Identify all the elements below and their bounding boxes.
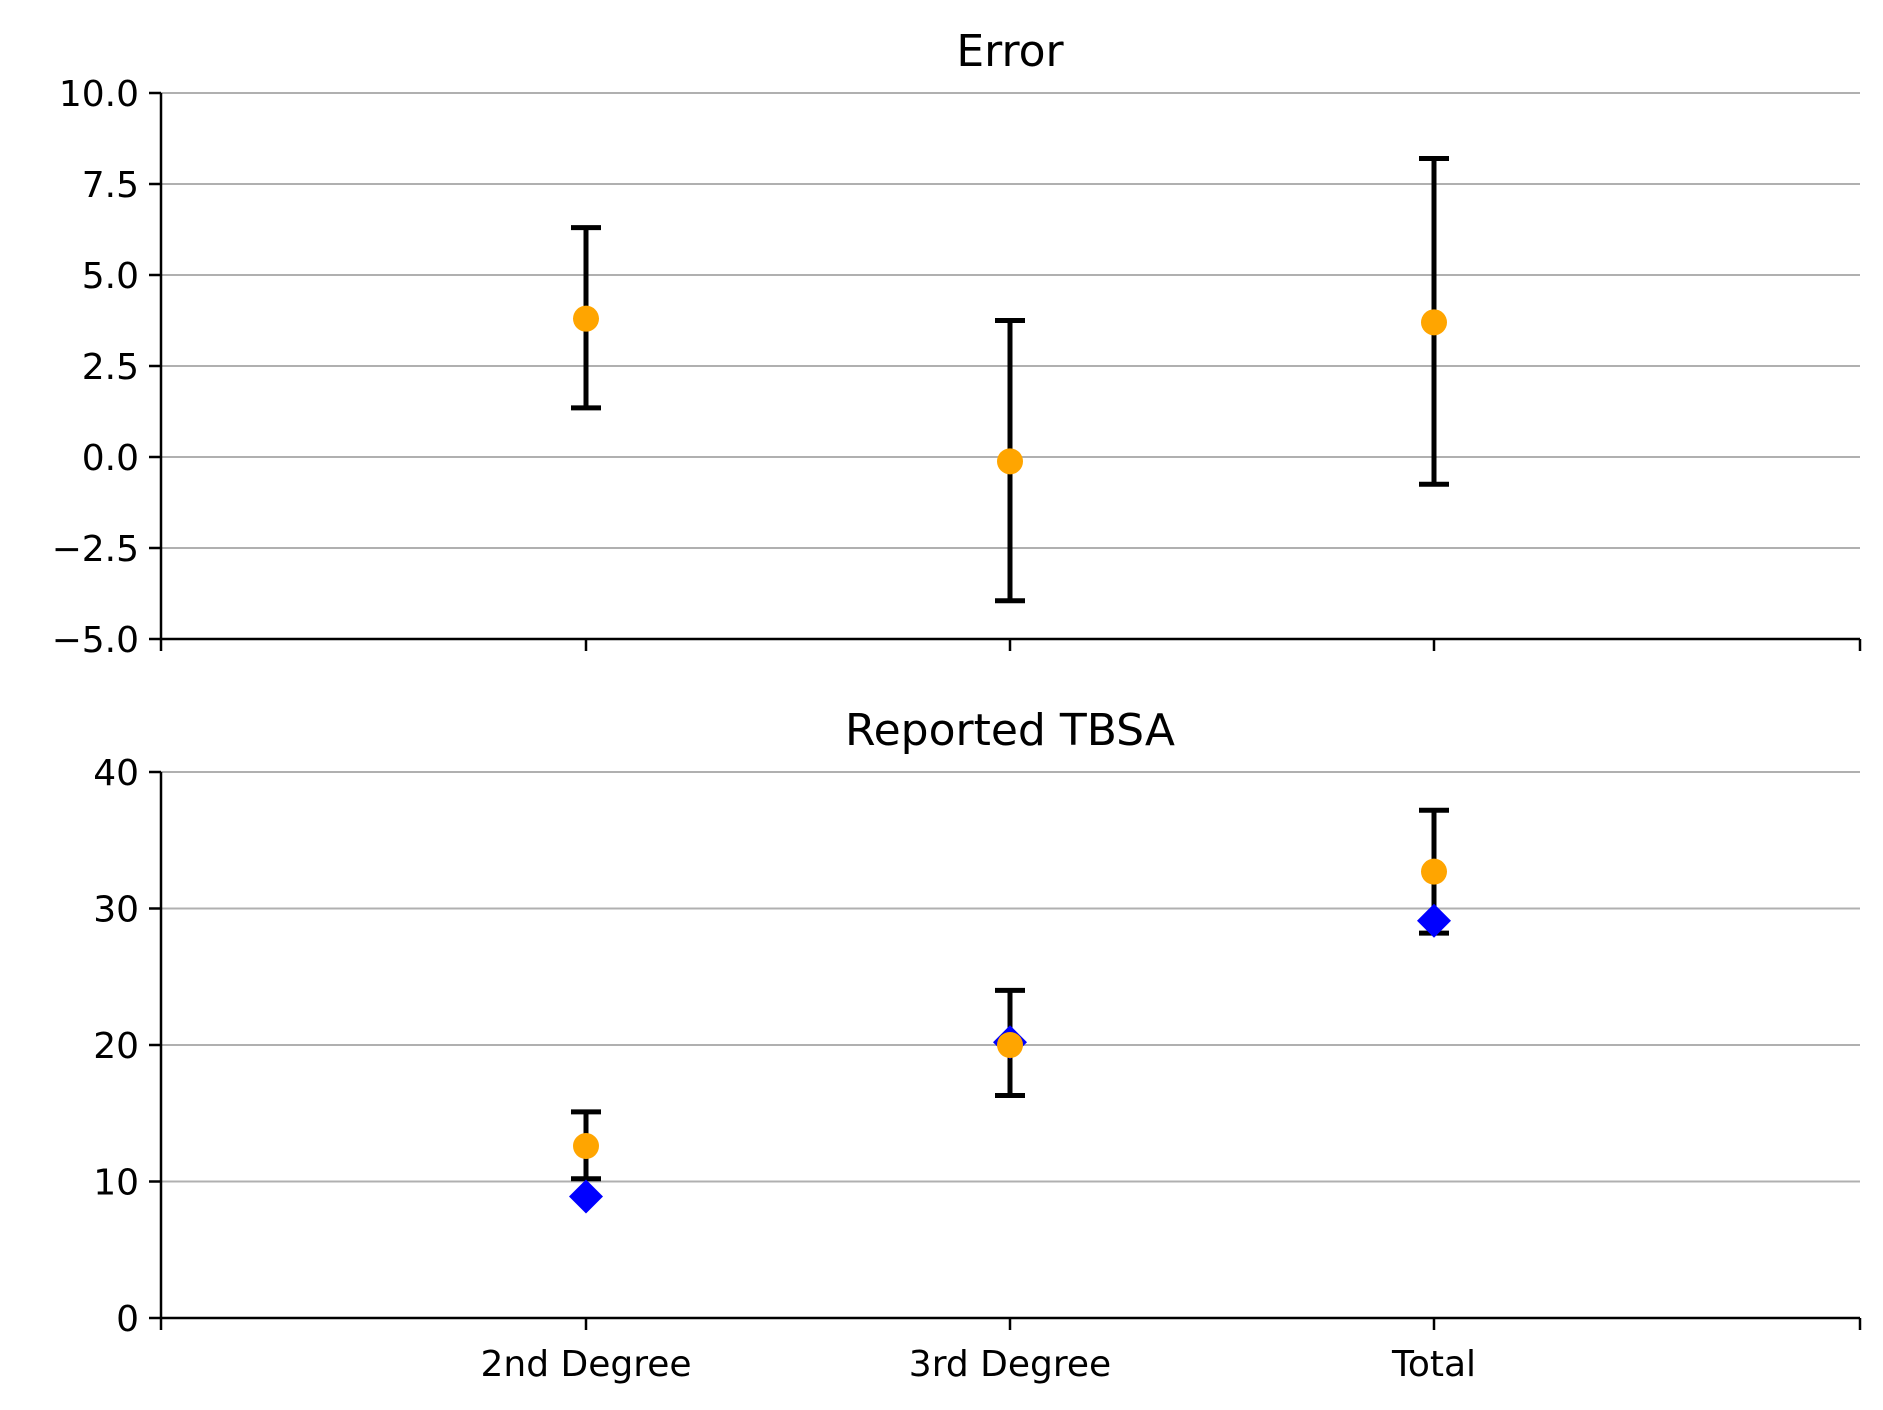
y-tick-label: 0 bbox=[116, 1299, 139, 1340]
y-tick-label: 40 bbox=[93, 753, 139, 794]
y-tick-label: 30 bbox=[93, 890, 139, 931]
x-tick-label: 3rd Degree bbox=[909, 1344, 1111, 1385]
x-tick-label: 2nd Degree bbox=[480, 1344, 691, 1385]
y-tick-label: −2.5 bbox=[52, 529, 139, 570]
y-axis-ticks: −5.0 −2.5 0.0 2.5 5.0 7.5 10.0 bbox=[52, 74, 161, 661]
data-marks bbox=[569, 807, 1451, 1214]
chart-title: Error bbox=[956, 26, 1064, 77]
diamond-point bbox=[569, 1179, 603, 1214]
y-tick-label: 10.0 bbox=[59, 74, 139, 115]
chart-error: Error −5.0 −2.5 0.0 2.5 5.0 7.5 10.0 bbox=[52, 26, 1862, 661]
circle-point bbox=[1421, 309, 1447, 336]
circle-point bbox=[573, 305, 599, 332]
circle-point bbox=[1421, 858, 1447, 885]
y-tick-label: 5.0 bbox=[82, 256, 139, 297]
circle-point bbox=[573, 1133, 599, 1160]
diamond-point bbox=[1417, 903, 1451, 938]
chart-title: Reported TBSA bbox=[845, 705, 1175, 756]
y-tick-label: 2.5 bbox=[82, 347, 139, 388]
circle-point bbox=[997, 448, 1023, 475]
y-tick-label: 10 bbox=[93, 1163, 139, 1204]
y-axis-ticks: 0 10 20 30 40 bbox=[93, 753, 161, 1340]
x-tick-label: Total bbox=[1391, 1344, 1476, 1385]
y-tick-label: 20 bbox=[93, 1026, 139, 1067]
x-axis-ticks bbox=[159, 639, 1862, 651]
data-marks bbox=[571, 156, 1449, 604]
y-tick-label: 7.5 bbox=[82, 165, 139, 206]
circle-point bbox=[997, 1032, 1023, 1058]
chart-reported-tbsa: Reported TBSA 0 10 20 30 40 2nd Degree 3rd De… bbox=[93, 705, 1862, 1385]
y-tick-label: 0.0 bbox=[82, 438, 139, 479]
x-axis-ticks: 2nd Degree 3rd Degree Total bbox=[159, 1318, 1862, 1385]
y-tick-label: −5.0 bbox=[52, 620, 139, 661]
